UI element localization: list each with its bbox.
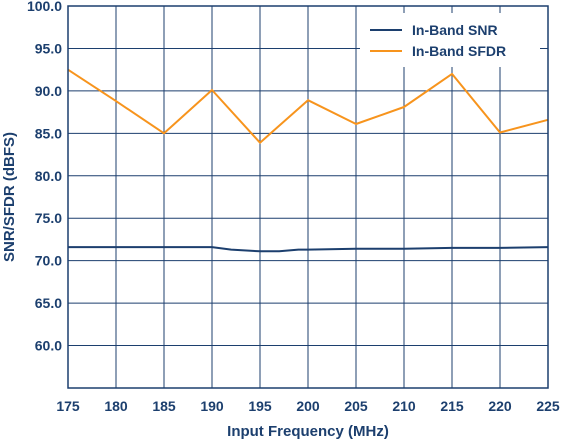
x-tick-label: 225: [536, 398, 560, 414]
y-tick-label: 100.0: [27, 0, 62, 14]
y-axis-label: SNR/SFDR (dBFS): [1, 132, 18, 262]
series-lines: [67, 68, 549, 253]
y-tick-label: 80.0: [35, 168, 62, 184]
x-tick-label: 195: [248, 398, 272, 414]
x-tick-label: 190: [200, 398, 224, 414]
y-tick-label: 65.0: [35, 295, 62, 311]
x-tick-label: 200: [296, 398, 320, 414]
x-tick-label: 210: [392, 398, 416, 414]
x-tick-label: 215: [440, 398, 464, 414]
x-tick-labels: 175 180 185 190 195 200 205 210 215 220 225: [56, 398, 560, 414]
y-tick-label: 60.0: [35, 338, 62, 354]
y-tick-label: 90.0: [35, 83, 62, 99]
x-axis-label: Input Frequency (MHz): [227, 423, 389, 440]
x-tick-label: 185: [152, 398, 176, 414]
plot-frame: [67, 5, 549, 389]
series-line-sfdr: [67, 68, 549, 144]
legend-label-snr: In-Band SNR: [412, 22, 498, 38]
legend-label-sfdr: In-Band SFDR: [412, 43, 506, 59]
y-tick-label: 70.0: [35, 253, 62, 269]
x-tick-label: 180: [104, 398, 128, 414]
x-tick-label: 175: [56, 398, 80, 414]
legend: In-Band SNR In-Band SFDR: [360, 13, 540, 67]
x-tick-label: 205: [344, 398, 368, 414]
x-tick-label: 220: [488, 398, 512, 414]
y-tick-label: 95.0: [35, 40, 62, 56]
y-tick-labels: 100.0 95.0 90.0 85.0 80.0 75.0 70.0 65.0 60.0: [27, 0, 62, 354]
y-tick-label: 85.0: [35, 125, 62, 141]
y-tick-label: 75.0: [35, 210, 62, 226]
series-line-snr: [68, 246, 549, 253]
legend-background: [360, 13, 540, 67]
